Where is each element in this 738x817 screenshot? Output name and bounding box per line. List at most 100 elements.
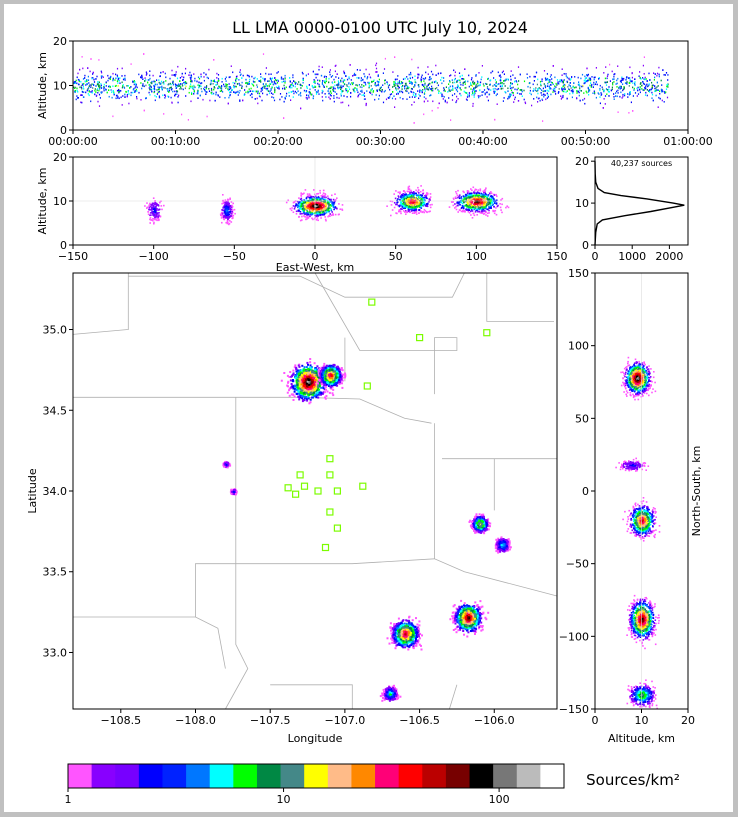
source-point	[462, 209, 464, 212]
source-point	[444, 90, 446, 92]
source-point	[555, 86, 557, 88]
source-point	[221, 81, 223, 83]
source-point	[157, 209, 160, 211]
source-point	[482, 190, 485, 192]
source-point	[305, 208, 307, 210]
source-point	[399, 201, 402, 203]
source-point	[583, 97, 586, 100]
source-point	[197, 84, 199, 86]
source-point	[196, 80, 198, 83]
source-point	[337, 83, 339, 86]
source-point	[284, 78, 286, 80]
source-point	[88, 85, 90, 87]
source-point	[146, 73, 148, 75]
source-point	[394, 83, 396, 86]
source-point	[301, 204, 303, 207]
source-point	[113, 91, 115, 94]
source-point	[310, 209, 312, 212]
source-point	[300, 202, 303, 205]
source-point	[335, 64, 337, 67]
source-point	[274, 91, 276, 94]
source-point	[324, 82, 326, 84]
source-point	[472, 203, 475, 205]
source-point	[483, 204, 485, 206]
source-point	[273, 81, 275, 83]
source-point	[414, 201, 416, 203]
source-point	[390, 214, 392, 217]
source-point	[138, 73, 140, 76]
source-point	[481, 193, 484, 196]
source-point	[511, 87, 513, 89]
source-point	[537, 78, 539, 81]
source-point	[393, 206, 396, 209]
source-point	[545, 79, 547, 81]
source-point	[302, 72, 304, 75]
source-point	[294, 204, 297, 207]
source-point	[424, 78, 426, 80]
source-point	[463, 195, 465, 198]
source-point	[664, 92, 666, 94]
source-point	[524, 101, 526, 104]
source-point	[418, 212, 420, 214]
source-point	[476, 214, 478, 216]
source-point	[401, 90, 403, 93]
source-point	[527, 85, 529, 88]
source-point	[422, 205, 424, 207]
source-point	[426, 211, 428, 214]
source-point	[300, 194, 302, 196]
source-point	[662, 90, 664, 93]
source-point	[645, 86, 647, 88]
source-point	[487, 194, 490, 196]
source-point	[294, 85, 296, 88]
source-point	[398, 210, 401, 213]
source-point	[235, 85, 237, 88]
source-point	[621, 76, 623, 79]
source-point	[361, 84, 363, 86]
source-point	[619, 80, 622, 82]
source-point	[247, 81, 249, 84]
source-point	[161, 88, 163, 91]
source-point	[480, 210, 483, 212]
source-point	[316, 92, 318, 94]
source-point	[473, 87, 475, 90]
source-point	[336, 93, 338, 95]
source-point	[427, 66, 429, 68]
source-point	[469, 196, 472, 198]
source-point	[222, 216, 225, 218]
source-point	[631, 72, 633, 75]
source-point	[88, 90, 90, 93]
source-point	[467, 195, 469, 197]
source-point	[409, 82, 411, 84]
source-point	[592, 86, 594, 88]
source-point	[497, 88, 500, 90]
source-point	[325, 76, 327, 78]
source-point	[645, 91, 647, 94]
source-point	[331, 203, 333, 205]
source-point	[456, 90, 459, 93]
source-point	[213, 80, 215, 83]
source-point	[485, 214, 487, 216]
source-point	[113, 92, 115, 94]
source-point	[299, 92, 301, 95]
source-point	[118, 90, 120, 93]
source-point	[399, 192, 401, 194]
source-point	[261, 87, 264, 90]
source-point	[317, 91, 319, 93]
source-point	[500, 209, 502, 211]
y-tick-label: 20	[53, 151, 67, 164]
source-point	[154, 80, 156, 83]
source-point	[557, 81, 559, 83]
source-point	[348, 77, 350, 80]
source-point	[99, 85, 101, 87]
source-point	[341, 209, 344, 211]
source-point	[546, 97, 548, 99]
source-point	[228, 206, 230, 209]
source-point	[325, 207, 327, 209]
source-point	[322, 90, 324, 93]
source-point	[172, 90, 174, 93]
source-point	[472, 92, 474, 94]
source-point	[100, 75, 102, 77]
source-point	[363, 92, 365, 94]
source-point	[210, 80, 212, 82]
source-point	[311, 195, 313, 198]
